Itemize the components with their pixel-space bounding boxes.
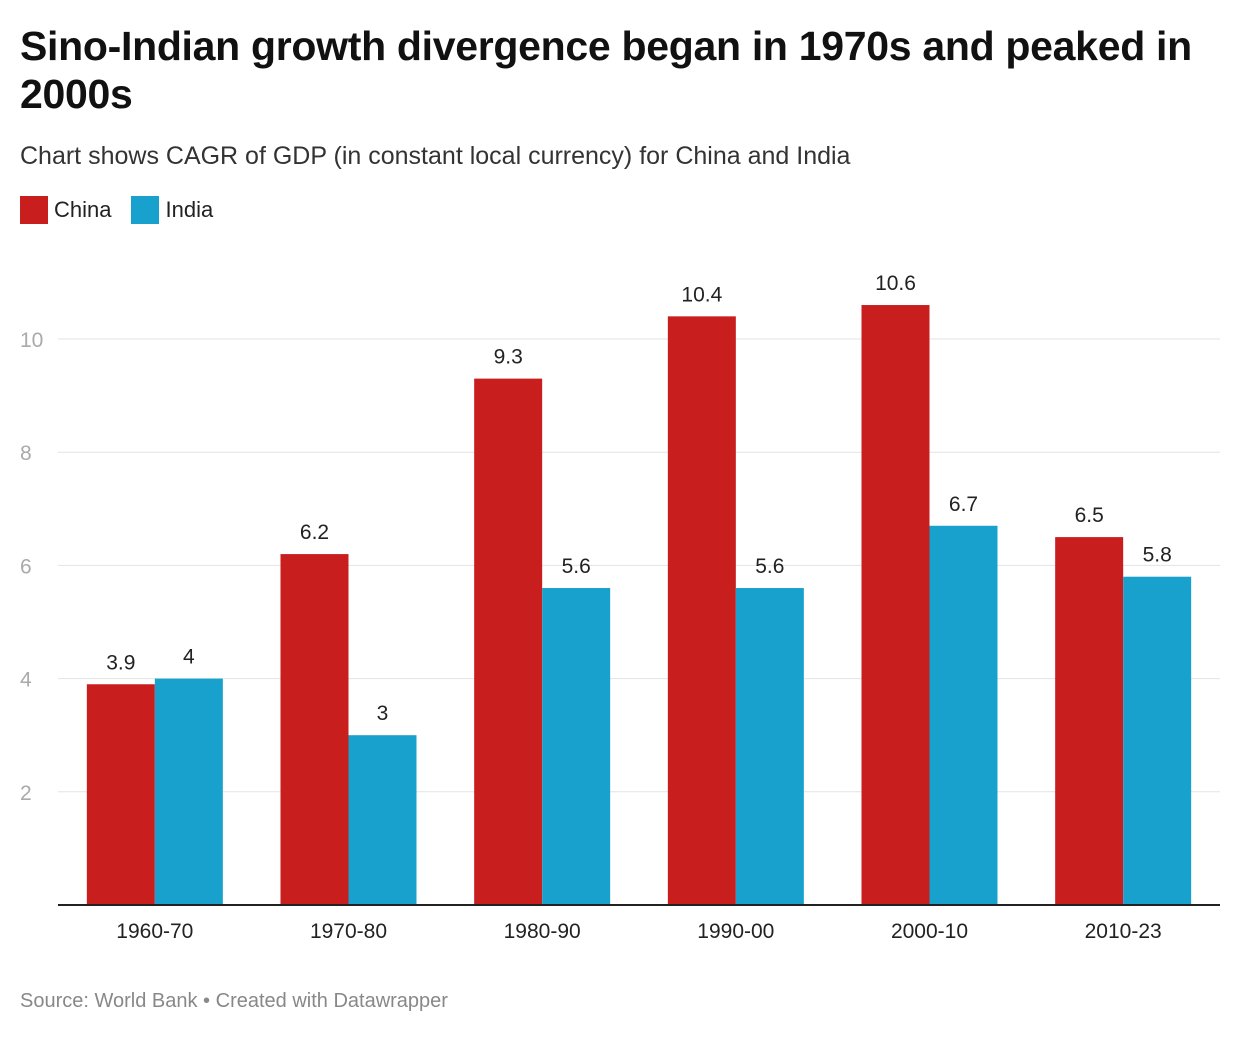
chart-title: Sino-Indian growth divergence began in 1…	[20, 23, 1192, 117]
footer-separator: •	[197, 990, 216, 1012]
bar-india	[348, 735, 417, 905]
data-label: 5.6	[562, 555, 591, 578]
data-label: 6.7	[949, 493, 978, 516]
legend: China India	[20, 196, 213, 224]
data-label: 3.9	[106, 651, 135, 674]
bar-china	[1055, 537, 1124, 905]
bar-india	[542, 588, 611, 905]
credit-note: Created with Datawrapper	[215, 990, 448, 1012]
y-tick-label: 8	[20, 442, 32, 465]
footer: Source: World Bank • Created with Datawr…	[20, 990, 448, 1013]
bar-india	[1123, 576, 1192, 905]
chart-subtitle: Chart shows CAGR of GDP (in constant loc…	[20, 142, 851, 170]
data-label: 6.5	[1075, 504, 1104, 527]
bar-china	[861, 305, 930, 905]
data-label: 10.4	[681, 283, 722, 306]
x-tick-label: 1970-80	[310, 920, 387, 943]
x-tick-label: 2010-23	[1085, 920, 1162, 943]
x-tick-label: 1960-70	[116, 920, 193, 943]
bar-chart: 2 4 6 8 10 3.9 4 1960-70 6.2 3 1970-80 9.3 5.6 1980-9…	[20, 272, 1220, 943]
y-tick-label: 10	[20, 329, 43, 352]
legend-swatch-india	[131, 196, 160, 224]
y-tick-label: 6	[20, 555, 32, 578]
bar-china	[280, 554, 349, 905]
data-label: 5.6	[755, 555, 784, 578]
x-tick-label: 1990-00	[697, 920, 774, 943]
data-label: 6.2	[300, 521, 329, 544]
y-tick-label: 2	[20, 782, 32, 805]
y-tick-label: 4	[20, 669, 32, 692]
bar-india	[154, 678, 223, 905]
bar-china	[474, 378, 543, 905]
legend-label-china: China	[54, 197, 112, 222]
bar-india	[929, 525, 998, 905]
x-tick-label: 1980-90	[504, 920, 581, 943]
legend-item-china: China	[20, 196, 111, 224]
data-label: 3	[377, 702, 389, 725]
data-label: 10.6	[875, 272, 916, 295]
source-note: Source: World Bank	[20, 990, 198, 1012]
data-label: 5.8	[1143, 544, 1172, 567]
legend-swatch-china	[20, 196, 48, 224]
data-label: 4	[183, 646, 195, 669]
bar-china	[86, 684, 155, 905]
x-tick-label: 2000-10	[891, 920, 968, 943]
data-label: 9.3	[494, 346, 523, 369]
bar-china	[667, 316, 736, 905]
legend-item-india: India	[131, 196, 213, 224]
legend-label-india: India	[165, 197, 214, 222]
bar-india	[735, 588, 804, 905]
